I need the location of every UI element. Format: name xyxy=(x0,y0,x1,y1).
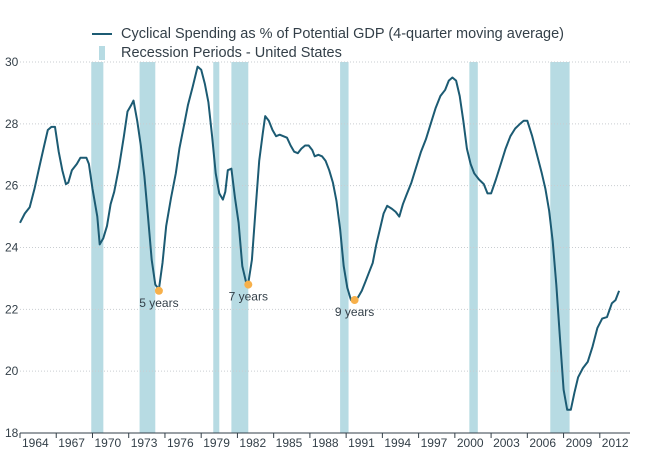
recession-band xyxy=(550,62,570,433)
x-tick-label: 1991 xyxy=(348,436,375,450)
legend-recession-label: Recession Periods - United States xyxy=(121,44,342,61)
chart-legend: Cyclical Spending as % of Potential GDP … xyxy=(92,24,564,62)
x-tick-label: 1967 xyxy=(58,436,85,450)
legend-box-swatch xyxy=(99,45,105,60)
gridlines xyxy=(20,61,630,434)
recession-band xyxy=(139,62,156,433)
recession-band xyxy=(91,62,104,433)
x-tick-label: 1994 xyxy=(384,436,411,450)
y-tick-label: 18 xyxy=(5,426,19,440)
legend-item-series: Cyclical Spending as % of Potential GDP … xyxy=(92,24,564,43)
series-line xyxy=(19,65,621,411)
x-tick-label: 1982 xyxy=(239,436,266,450)
x-tick-label: 2012 xyxy=(602,436,629,450)
y-tick-label: 26 xyxy=(5,179,19,193)
y-tick-label: 22 xyxy=(5,302,19,316)
y-tick-label: 24 xyxy=(5,241,19,255)
axes: 18 20 22 24 26 28 30 1964 1967 1970 1973 1976 1979 19… xyxy=(5,55,630,450)
annotation-label: 9 years xyxy=(335,305,374,319)
x-tick-label: 1997 xyxy=(421,436,448,450)
x-tick-label: 1988 xyxy=(312,436,339,450)
annotation-dot xyxy=(350,296,359,305)
legend-line-swatch xyxy=(92,32,112,35)
annotation-dot xyxy=(244,280,253,289)
annotations: 5 years 7 years 9 years xyxy=(139,280,374,319)
x-tick-label: 1964 xyxy=(22,436,49,450)
x-tick-label: 1976 xyxy=(167,436,194,450)
series-layer xyxy=(19,65,621,411)
x-tick-label: 2009 xyxy=(566,436,593,450)
x-tick-label: 2003 xyxy=(493,436,520,450)
x-tick-label: 2000 xyxy=(457,436,484,450)
recession-band xyxy=(213,62,220,433)
x-tick-label: 1979 xyxy=(203,436,230,450)
y-tick-label: 28 xyxy=(5,117,19,131)
legend-item-recessions: Recession Periods - United States xyxy=(92,43,564,62)
x-tick-label: 2006 xyxy=(529,436,556,450)
x-tick-label: 1973 xyxy=(131,436,158,450)
x-tick-label: 1970 xyxy=(94,436,121,450)
y-tick-label: 30 xyxy=(5,55,19,69)
x-tick-label: 1985 xyxy=(276,436,303,450)
annotation-label: 7 years xyxy=(229,290,268,304)
legend-series-label: Cyclical Spending as % of Potential GDP … xyxy=(121,25,565,42)
y-tick-label: 20 xyxy=(5,364,19,378)
annotation-dot xyxy=(154,286,163,295)
annotation-label: 5 years xyxy=(139,296,178,310)
